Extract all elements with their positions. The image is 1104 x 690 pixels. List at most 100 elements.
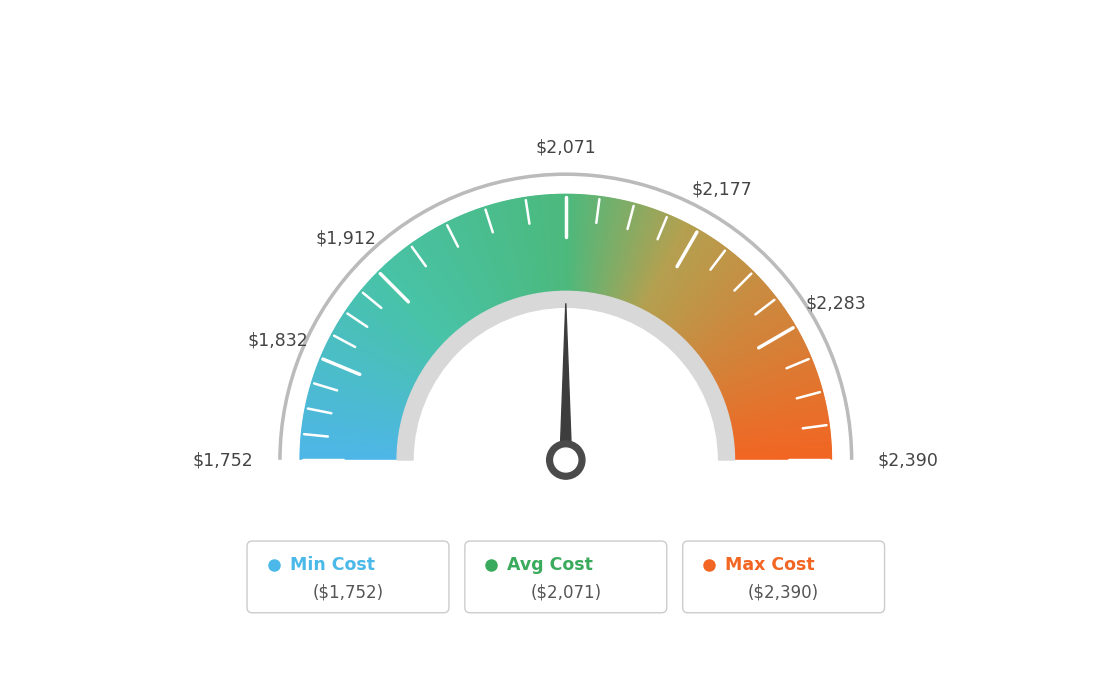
Wedge shape <box>488 206 520 308</box>
Wedge shape <box>722 408 827 430</box>
Wedge shape <box>308 393 412 420</box>
Wedge shape <box>725 455 831 458</box>
Wedge shape <box>424 235 481 326</box>
Wedge shape <box>699 313 788 373</box>
Wedge shape <box>413 307 719 460</box>
Wedge shape <box>314 375 415 410</box>
Wedge shape <box>701 319 792 376</box>
Wedge shape <box>716 373 817 409</box>
Wedge shape <box>363 287 445 357</box>
Wedge shape <box>722 405 826 428</box>
Wedge shape <box>360 290 443 359</box>
Wedge shape <box>357 295 442 362</box>
Wedge shape <box>714 362 814 402</box>
Wedge shape <box>700 316 790 375</box>
Wedge shape <box>375 273 453 348</box>
Wedge shape <box>636 221 683 317</box>
Polygon shape <box>560 304 572 473</box>
Wedge shape <box>382 268 456 345</box>
Wedge shape <box>364 286 446 356</box>
Wedge shape <box>475 210 512 310</box>
Wedge shape <box>645 230 700 322</box>
Wedge shape <box>704 328 797 382</box>
Wedge shape <box>501 202 528 306</box>
Wedge shape <box>438 226 490 320</box>
Wedge shape <box>723 413 828 433</box>
Wedge shape <box>690 293 774 361</box>
Wedge shape <box>702 322 794 378</box>
Wedge shape <box>637 223 687 318</box>
Wedge shape <box>577 195 587 301</box>
Wedge shape <box>301 438 407 448</box>
Wedge shape <box>445 223 495 318</box>
Wedge shape <box>713 357 811 400</box>
FancyBboxPatch shape <box>682 541 884 613</box>
Wedge shape <box>667 255 735 337</box>
Wedge shape <box>403 249 469 334</box>
Wedge shape <box>327 342 423 391</box>
Wedge shape <box>328 341 423 389</box>
Wedge shape <box>372 277 450 351</box>
Wedge shape <box>584 196 597 302</box>
Wedge shape <box>725 442 831 450</box>
Wedge shape <box>716 372 817 408</box>
Wedge shape <box>434 229 487 322</box>
Wedge shape <box>656 241 718 329</box>
Wedge shape <box>306 404 410 427</box>
FancyBboxPatch shape <box>247 541 449 613</box>
Wedge shape <box>629 216 672 314</box>
Wedge shape <box>598 200 623 304</box>
Wedge shape <box>725 445 831 452</box>
Wedge shape <box>565 195 567 301</box>
Wedge shape <box>397 291 734 460</box>
Wedge shape <box>393 257 463 339</box>
Wedge shape <box>307 399 411 424</box>
Wedge shape <box>711 350 808 395</box>
Wedge shape <box>429 231 485 324</box>
Wedge shape <box>443 224 492 319</box>
Wedge shape <box>555 195 561 301</box>
Wedge shape <box>348 306 436 368</box>
Wedge shape <box>682 279 762 353</box>
Bar <box>168 460 964 620</box>
Wedge shape <box>569 195 573 301</box>
Text: $1,832: $1,832 <box>247 331 308 349</box>
Wedge shape <box>651 236 710 326</box>
Wedge shape <box>658 243 721 331</box>
Wedge shape <box>305 411 410 431</box>
Wedge shape <box>522 197 541 303</box>
Wedge shape <box>339 321 431 377</box>
Wedge shape <box>306 405 410 428</box>
Wedge shape <box>609 204 640 307</box>
Wedge shape <box>720 391 822 420</box>
Wedge shape <box>486 206 519 308</box>
Wedge shape <box>312 378 414 412</box>
Wedge shape <box>583 196 596 302</box>
Wedge shape <box>456 217 501 315</box>
Text: ($1,752): ($1,752) <box>312 583 383 601</box>
Wedge shape <box>507 201 531 305</box>
Text: ($2,071): ($2,071) <box>530 583 602 601</box>
Wedge shape <box>593 198 613 303</box>
Wedge shape <box>305 408 410 430</box>
Wedge shape <box>505 201 530 305</box>
Wedge shape <box>471 211 510 311</box>
Wedge shape <box>683 281 763 353</box>
Wedge shape <box>643 227 696 321</box>
Wedge shape <box>558 195 562 301</box>
Wedge shape <box>681 277 760 351</box>
Wedge shape <box>689 292 773 360</box>
Wedge shape <box>440 225 491 319</box>
Wedge shape <box>542 195 553 302</box>
Wedge shape <box>310 384 413 415</box>
Wedge shape <box>308 394 412 422</box>
Wedge shape <box>534 196 548 302</box>
Wedge shape <box>661 247 726 333</box>
Wedge shape <box>495 204 524 306</box>
Wedge shape <box>305 407 410 429</box>
Wedge shape <box>359 292 443 360</box>
Text: Max Cost: Max Cost <box>725 555 815 573</box>
Wedge shape <box>723 422 829 438</box>
Wedge shape <box>498 203 527 306</box>
Wedge shape <box>539 195 551 302</box>
